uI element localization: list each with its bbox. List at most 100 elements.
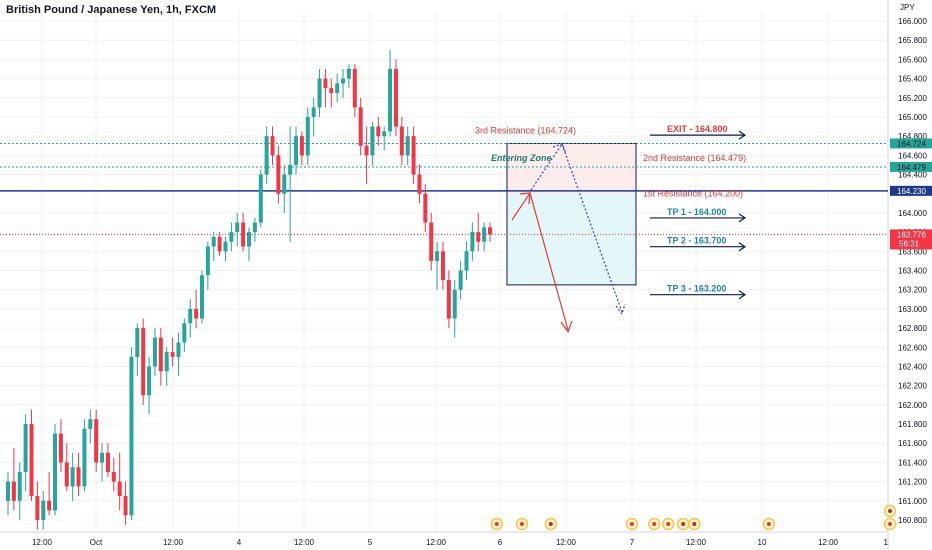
event-dot — [494, 522, 499, 526]
candle[interactable] — [188, 308, 193, 324]
candle[interactable] — [388, 68, 393, 132]
candle[interactable] — [411, 136, 416, 175]
candle[interactable] — [94, 419, 99, 463]
candle[interactable] — [252, 222, 257, 233]
y-tick-label: 162.200 — [898, 382, 927, 391]
candle[interactable] — [70, 467, 75, 487]
resistance-2-label: 2nd Resistance (164.479) — [643, 153, 746, 163]
candle[interactable] — [211, 236, 216, 247]
candle[interactable] — [129, 356, 134, 516]
candle[interactable] — [88, 419, 93, 429]
candle[interactable] — [58, 433, 63, 463]
candle[interactable] — [47, 500, 52, 511]
candle[interactable] — [82, 428, 87, 487]
candle[interactable] — [17, 472, 22, 501]
candle[interactable] — [341, 78, 346, 84]
candle[interactable] — [352, 68, 357, 108]
entering-zone-box[interactable] — [506, 142, 637, 286]
candle[interactable] — [488, 227, 492, 235]
candle[interactable] — [35, 496, 40, 520]
candle[interactable] — [205, 246, 210, 276]
price-badge-label: 164.724 — [897, 139, 926, 148]
arrow-head — [560, 320, 573, 334]
candle[interactable] — [364, 145, 369, 156]
candle[interactable] — [111, 472, 116, 482]
candle[interactable] — [141, 328, 146, 396]
candle[interactable] — [370, 126, 375, 156]
x-tick-label: Oct — [90, 538, 103, 547]
candle[interactable] — [123, 496, 128, 516]
candle[interactable] — [264, 136, 269, 175]
event-dot — [681, 522, 686, 526]
candle[interactable] — [311, 107, 316, 117]
candle[interactable] — [323, 78, 328, 89]
candle[interactable] — [76, 467, 81, 487]
candle[interactable] — [217, 236, 222, 252]
candle[interactable] — [64, 462, 69, 487]
candle[interactable] — [229, 232, 234, 242]
candle[interactable] — [158, 337, 163, 372]
candle[interactable] — [329, 88, 334, 93]
candle[interactable] — [393, 68, 398, 127]
x-tick-label: 6 — [498, 538, 503, 547]
candle[interactable] — [41, 500, 46, 520]
candle[interactable] — [241, 222, 246, 247]
candle[interactable] — [335, 83, 340, 93]
candle[interactable] — [417, 174, 422, 194]
candle[interactable] — [194, 308, 199, 319]
candle[interactable] — [435, 251, 440, 261]
candle[interactable] — [182, 323, 187, 343]
candle[interactable] — [470, 232, 475, 252]
x-tick-label: 7 — [630, 538, 635, 547]
candle[interactable] — [53, 433, 58, 511]
candle[interactable] — [382, 131, 387, 137]
candle[interactable] — [282, 174, 287, 194]
candle[interactable] — [100, 452, 105, 463]
x-tick-label: 12:00 — [163, 538, 184, 547]
candle[interactable] — [247, 232, 251, 247]
candle[interactable] — [405, 136, 410, 156]
candle[interactable] — [317, 78, 322, 108]
candle[interactable] — [223, 241, 228, 252]
candle[interactable] — [305, 116, 310, 156]
candle[interactable] — [29, 424, 34, 497]
candle[interactable] — [235, 222, 240, 233]
candle[interactable] — [440, 251, 445, 281]
candle[interactable] — [170, 352, 175, 357]
candle[interactable] — [23, 424, 28, 473]
event-dot — [692, 522, 697, 526]
candle[interactable] — [164, 352, 169, 372]
candle[interactable] — [429, 222, 434, 261]
candle[interactable] — [452, 289, 457, 319]
candle[interactable] — [288, 164, 293, 175]
candle[interactable] — [270, 136, 275, 156]
candle[interactable] — [117, 481, 122, 497]
candle[interactable] — [458, 270, 463, 290]
candle[interactable] — [276, 155, 281, 194]
event-dot — [888, 522, 892, 526]
candle[interactable] — [358, 107, 363, 146]
candle[interactable] — [258, 174, 263, 223]
candle[interactable] — [399, 126, 404, 156]
candle[interactable] — [299, 136, 304, 156]
candle[interactable] — [176, 342, 181, 357]
candle[interactable] — [105, 452, 110, 473]
candle[interactable] — [376, 126, 381, 137]
candle[interactable] — [135, 328, 140, 357]
candle[interactable] — [482, 227, 487, 242]
candle[interactable] — [446, 280, 451, 319]
candle[interactable] — [6, 481, 10, 501]
candle[interactable] — [346, 68, 351, 79]
candle[interactable] — [147, 366, 152, 396]
y-tick-label: 163.600 — [898, 247, 927, 256]
candle[interactable] — [294, 136, 299, 165]
candle[interactable] — [152, 337, 157, 367]
target-label-2: TP 1 - 164.000 — [667, 207, 726, 217]
candle[interactable] — [11, 481, 16, 501]
candle[interactable] — [423, 193, 428, 223]
y-tick-label: 165.600 — [898, 55, 927, 64]
candle[interactable] — [199, 275, 204, 319]
candle[interactable] — [476, 232, 481, 242]
candle[interactable] — [464, 251, 469, 271]
